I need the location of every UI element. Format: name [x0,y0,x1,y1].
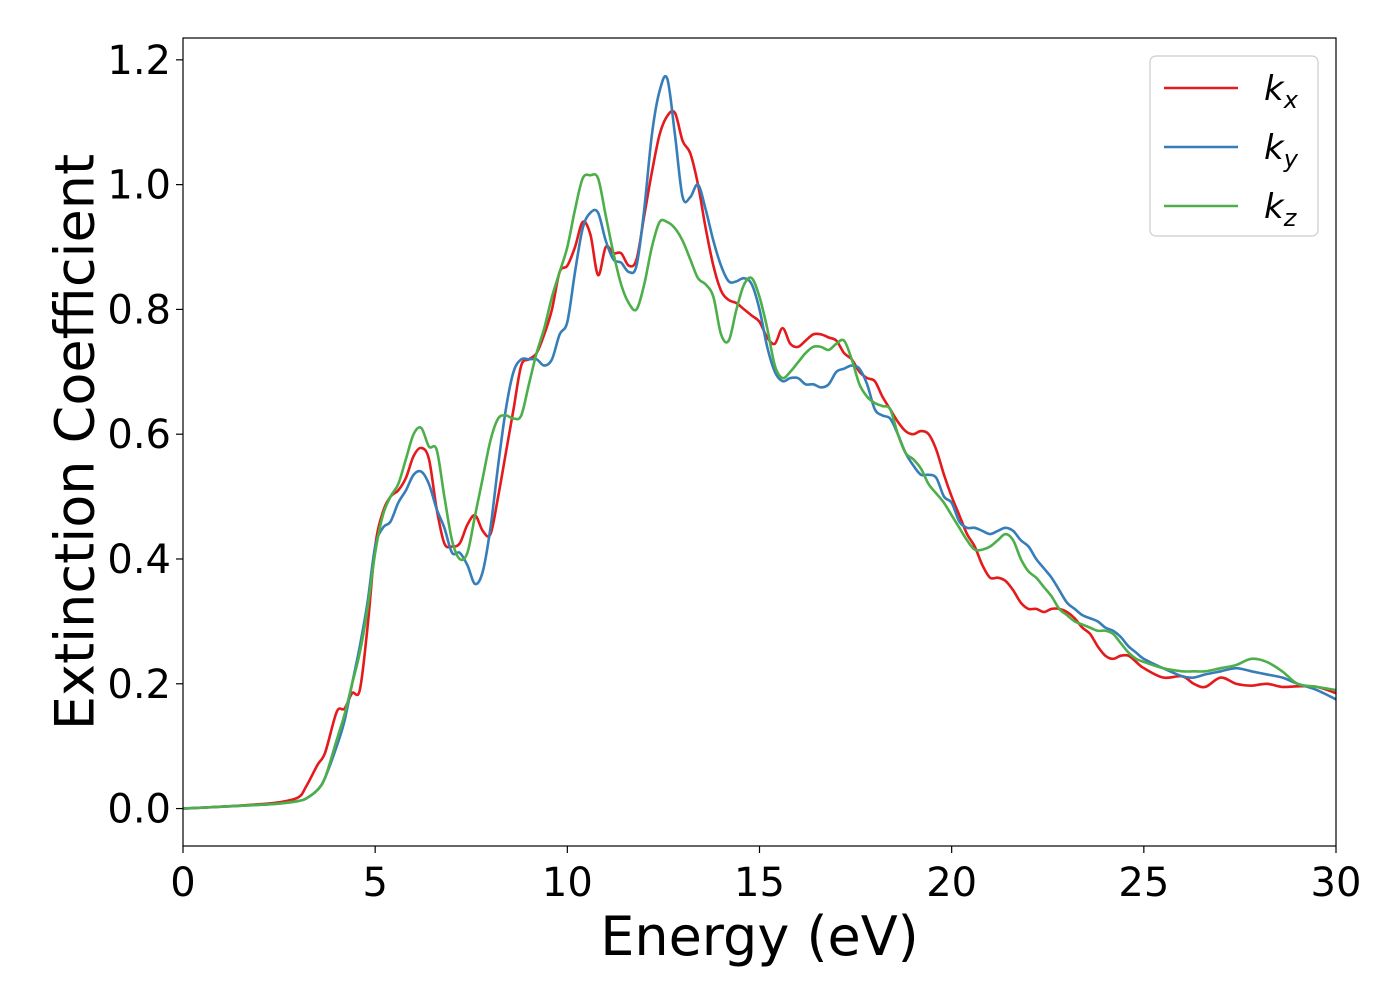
legend-label-base: k [1264,187,1285,227]
x-tick-label: 30 [1311,860,1362,906]
y-tick-label: 0.8 [107,287,171,333]
x-tick-label: 0 [170,860,195,906]
y-axis: 0.0 0.2 0.4 0.6 0.8 1.0 1.2 [107,38,183,833]
y-tick-label: 1.0 [107,163,171,209]
x-tick-label: 10 [542,860,593,906]
x-tick-label: 5 [362,860,387,906]
x-tick-label: 15 [734,860,785,906]
y-tick-label: 0.6 [107,412,171,458]
series-line-ky [183,74,1336,810]
x-tick-label: 25 [1118,860,1169,906]
legend-label-ky: ky [1264,128,1299,173]
series-group [183,74,1336,810]
y-tick-label: 0.4 [107,537,171,583]
y-axis-label: Extinction Coefficient [44,154,107,730]
legend-label-kx: kx [1264,69,1299,114]
x-axis: 0 5 10 15 20 25 30 [170,846,1361,906]
legend-label-kz: kz [1264,187,1298,232]
legend-label-base: k [1264,128,1285,168]
legend-label-subscript: y [1283,145,1299,173]
y-tick-label: 0.2 [107,662,171,708]
series-line-kz [183,173,1336,810]
legend-label-subscript: z [1283,204,1298,232]
x-axis-label: Energy (eV) [600,905,919,968]
y-tick-label: 0.0 [107,787,171,833]
series-line-kx [183,109,1336,810]
legend-label-base: k [1264,69,1285,109]
y-tick-label: 1.2 [107,38,171,84]
legend-label-subscript: x [1283,86,1299,114]
x-tick-label: 20 [926,860,977,906]
